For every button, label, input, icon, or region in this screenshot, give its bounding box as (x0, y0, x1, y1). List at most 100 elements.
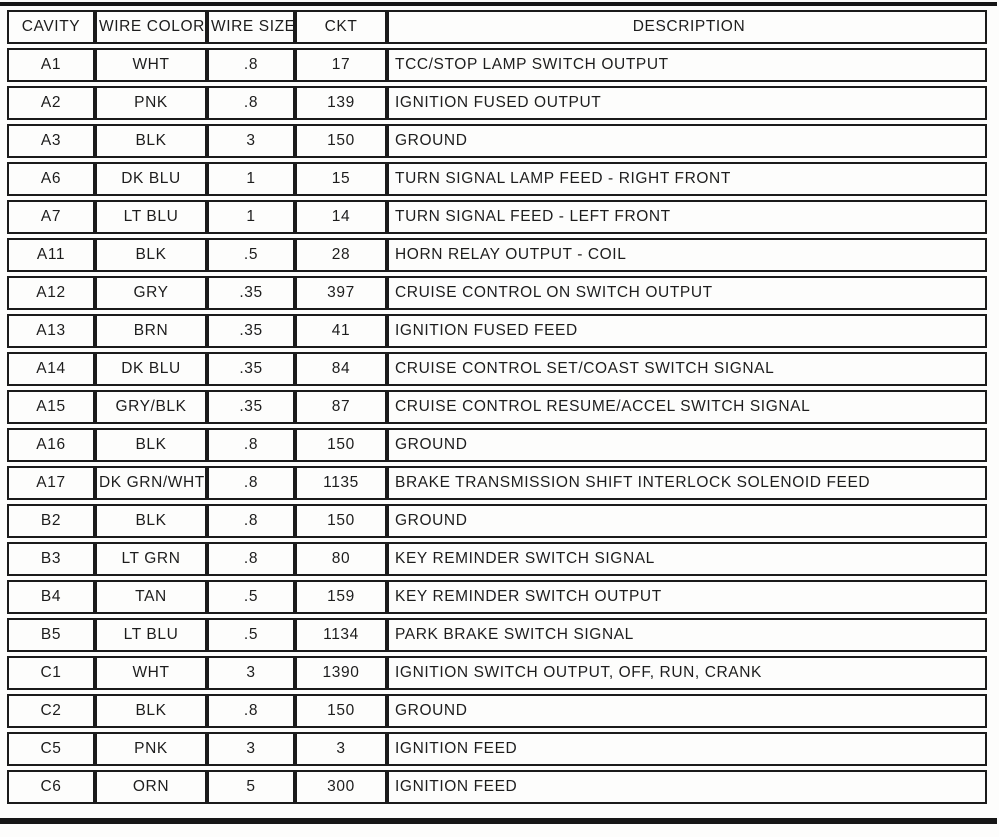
table-row: A3 BLK 3 150 GROUND (7, 124, 987, 158)
cell-wire-color: DK BLU (95, 162, 207, 196)
cell-cavity: A1 (7, 48, 95, 82)
cell-description: KEY REMINDER SWITCH SIGNAL (387, 542, 987, 576)
cell-cavity: B5 (7, 618, 95, 652)
table-row: A17 DK GRN/WHT .8 1135 BRAKE TRANSMISSION SH… (7, 466, 987, 500)
cell-wire-size: .35 (207, 352, 295, 386)
cell-ckt: 3 (295, 732, 387, 766)
cell-description: PARK BRAKE SWITCH SIGNAL (387, 618, 987, 652)
cell-wire-size: .5 (207, 618, 295, 652)
cell-description: GROUND (387, 504, 987, 538)
cell-cavity: A17 (7, 466, 95, 500)
table-row: C5 PNK 3 3 IGNITION FEED (7, 732, 987, 766)
cell-wire-size: .35 (207, 314, 295, 348)
cell-ckt: 17 (295, 48, 387, 82)
cell-description: GROUND (387, 124, 987, 158)
table-header: CAVITY WIRE COLOR WIRE SIZE CKT DESCRIPT… (7, 10, 987, 44)
cell-description: TCC/STOP LAMP SWITCH OUTPUT (387, 48, 987, 82)
cell-wire-color: LT BLU (95, 618, 207, 652)
cell-wire-color: TAN (95, 580, 207, 614)
cell-cavity: A6 (7, 162, 95, 196)
cell-ckt: 87 (295, 390, 387, 424)
cell-wire-color: WHT (95, 656, 207, 690)
cell-cavity: A15 (7, 390, 95, 424)
cell-wire-color: WHT (95, 48, 207, 82)
cell-ckt: 1390 (295, 656, 387, 690)
cell-wire-size: 1 (207, 162, 295, 196)
column-header-wire-color: WIRE COLOR (95, 10, 207, 44)
cell-wire-size: .8 (207, 466, 295, 500)
column-header-wire-size: WIRE SIZE (207, 10, 295, 44)
table-row: A11 BLK .5 28 HORN RELAY OUTPUT - COIL (7, 238, 987, 272)
cell-wire-color: BRN (95, 314, 207, 348)
column-header-ckt: CKT (295, 10, 387, 44)
cell-ckt: 150 (295, 124, 387, 158)
cell-cavity: A3 (7, 124, 95, 158)
cell-cavity: A14 (7, 352, 95, 386)
cell-wire-size: .35 (207, 390, 295, 424)
cell-wire-size: 3 (207, 124, 295, 158)
cell-description: BRAKE TRANSMISSION SHIFT INTERLOCK SOLEN… (387, 466, 987, 500)
cell-wire-color: GRY (95, 276, 207, 310)
cell-ckt: 139 (295, 86, 387, 120)
cell-wire-color: BLK (95, 124, 207, 158)
cell-cavity: A13 (7, 314, 95, 348)
cell-wire-color: DK BLU (95, 352, 207, 386)
table-row: B3 LT GRN .8 80 KEY REMINDER SWITCH SIGNAL (7, 542, 987, 576)
cell-wire-color: BLK (95, 504, 207, 538)
cell-description: IGNITION FEED (387, 732, 987, 766)
cell-cavity: C1 (7, 656, 95, 690)
table-row: B5 LT BLU .5 1134 PARK BRAKE SWITCH SIGNAL (7, 618, 987, 652)
cell-cavity: A11 (7, 238, 95, 272)
cell-description: IGNITION FUSED FEED (387, 314, 987, 348)
cell-wire-size: .8 (207, 48, 295, 82)
cell-cavity: B2 (7, 504, 95, 538)
cell-wire-size: .8 (207, 86, 295, 120)
header-row: CAVITY WIRE COLOR WIRE SIZE CKT DESCRIPT… (7, 10, 987, 44)
cell-wire-color: LT BLU (95, 200, 207, 234)
cell-wire-size: 1 (207, 200, 295, 234)
cell-cavity: A16 (7, 428, 95, 462)
cell-ckt: 1134 (295, 618, 387, 652)
cell-ckt: 150 (295, 428, 387, 462)
cell-wire-size: .8 (207, 428, 295, 462)
wiring-table-body: A1 WHT .8 17 TCC/STOP LAMP SWITCH OUTPUT A2 PN… (7, 48, 987, 804)
cell-ckt: 300 (295, 770, 387, 804)
cell-cavity: B3 (7, 542, 95, 576)
cell-wire-size: .8 (207, 694, 295, 728)
cell-description: CRUISE CONTROL RESUME/ACCEL SWITCH SIGNA… (387, 390, 987, 424)
cell-wire-color: ORN (95, 770, 207, 804)
cell-description: GROUND (387, 694, 987, 728)
cell-ckt: 28 (295, 238, 387, 272)
cell-cavity: B4 (7, 580, 95, 614)
cell-description: HORN RELAY OUTPUT - COIL (387, 238, 987, 272)
cell-description: IGNITION SWITCH OUTPUT, OFF, RUN, CRANK (387, 656, 987, 690)
cell-cavity: C6 (7, 770, 95, 804)
cell-description: IGNITION FEED (387, 770, 987, 804)
cell-wire-color: PNK (95, 86, 207, 120)
cell-wire-size: .5 (207, 238, 295, 272)
cell-wire-size: .8 (207, 542, 295, 576)
cell-wire-size: .35 (207, 276, 295, 310)
table-row: A16 BLK .8 150 GROUND (7, 428, 987, 462)
cell-wire-color: GRY/BLK (95, 390, 207, 424)
cell-cavity: A12 (7, 276, 95, 310)
cell-ckt: 80 (295, 542, 387, 576)
table-row: A7 LT BLU 1 14 TURN SIGNAL FEED - LEFT FRONT (7, 200, 987, 234)
cell-description: IGNITION FUSED OUTPUT (387, 86, 987, 120)
cell-wire-size: .5 (207, 580, 295, 614)
cell-description: CRUISE CONTROL ON SWITCH OUTPUT (387, 276, 987, 310)
cell-ckt: 397 (295, 276, 387, 310)
cell-wire-color: BLK (95, 694, 207, 728)
table-row: A12 GRY .35 397 CRUISE CONTROL ON SWITCH OUT… (7, 276, 987, 310)
column-header-description: DESCRIPTION (387, 10, 987, 44)
table-row: A2 PNK .8 139 IGNITION FUSED OUTPUT (7, 86, 987, 120)
cell-ckt: 15 (295, 162, 387, 196)
cell-ckt: 150 (295, 504, 387, 538)
cell-wire-size: 3 (207, 732, 295, 766)
cell-wire-size: 5 (207, 770, 295, 804)
cell-wire-size: 3 (207, 656, 295, 690)
cell-ckt: 84 (295, 352, 387, 386)
table-row: A13 BRN .35 41 IGNITION FUSED FEED (7, 314, 987, 348)
table-row: A14 DK BLU .35 84 CRUISE CONTROL SET/COAST S… (7, 352, 987, 386)
